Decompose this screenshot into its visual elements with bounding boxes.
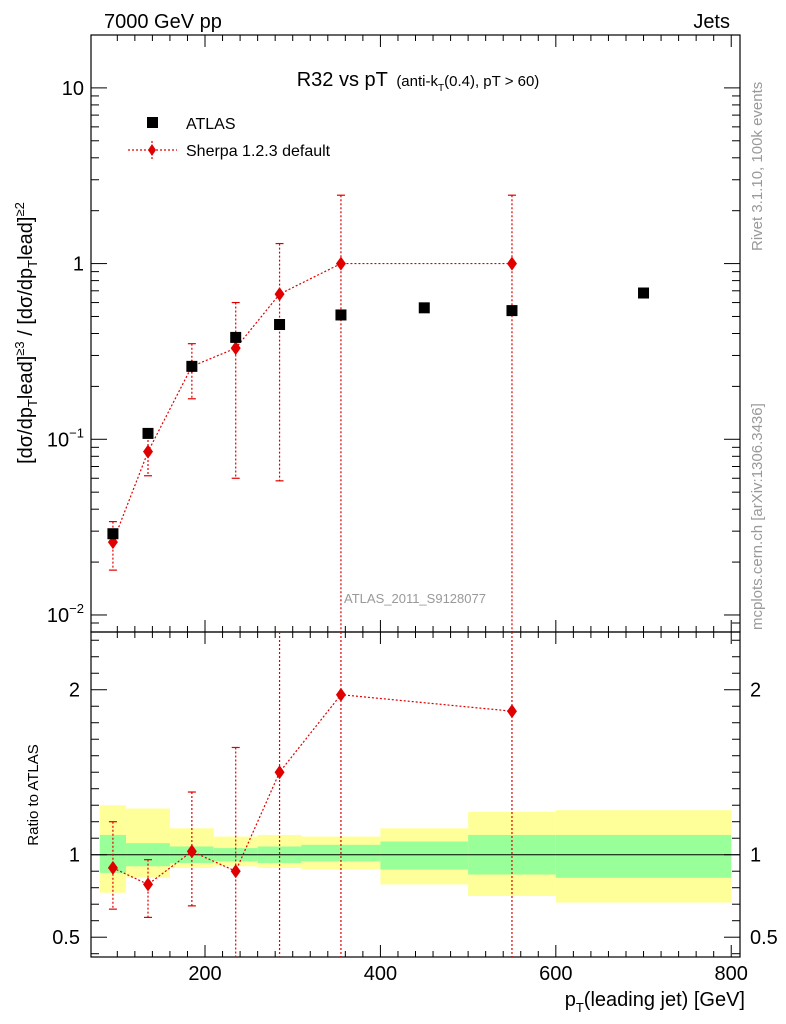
- mc-line: [112, 262, 512, 543]
- side-label-rivet: Rivet 3.1.10, 100k events: [749, 82, 766, 251]
- xlabel-tail: (leading jet) [GeV]: [584, 989, 745, 1011]
- chart-title: R32 vs pT (anti-kT(0.4), pT > 60): [297, 69, 540, 94]
- xlabel-main: p: [565, 989, 576, 1011]
- title-sub-tail: (0.4), pT > 60): [444, 73, 539, 90]
- legend-atlas-marker: [147, 117, 158, 128]
- mc-point: [230, 341, 241, 356]
- title-main: R32 vs pT: [297, 69, 388, 91]
- header-left: 7000 GeV pp: [104, 11, 222, 33]
- legend-atlas-label: ATLAS: [186, 116, 236, 133]
- ratio-panel: 0.5 0.5 1 1 2 2 200 400 600 800 Ratio to ATLAS p…: [25, 631, 778, 1015]
- atlas-point: [418, 302, 430, 314]
- mc-ratio-point: [274, 765, 285, 780]
- uncertainty-band-inner: [555, 834, 732, 878]
- legend-mc-label: Sherpa 1.2.3 default: [186, 143, 331, 160]
- y-tick-label: 1: [73, 254, 84, 276]
- ratio-y-tick-label: 1: [69, 845, 80, 867]
- side-label-mcplots: mcplots.cern.ch [arXiv:1306.3436]: [749, 403, 766, 630]
- title-sub: (anti-k: [396, 73, 438, 90]
- x-tick-label: 600: [539, 963, 572, 985]
- watermark: ATLAS_2011_S9128077: [344, 591, 486, 606]
- mc-ratio-point: [506, 704, 517, 719]
- header-right: Jets: [693, 11, 730, 33]
- mc-point: [274, 287, 285, 302]
- atlas-point: [506, 305, 518, 317]
- mc-ratio-point: [107, 860, 118, 875]
- ratio-y-tick-label-right: 1: [750, 845, 761, 867]
- y-tick-label: 10−2: [47, 601, 84, 627]
- mc-ratio-point: [143, 877, 154, 892]
- mc-ratio-point: [335, 687, 346, 702]
- ratio-y-tick-label: 2: [69, 680, 80, 702]
- atlas-point: [107, 528, 119, 540]
- xlabel-sub: T: [576, 1000, 584, 1015]
- title-sub-sub: T: [438, 83, 444, 94]
- mc-point: [143, 444, 154, 459]
- ratio-ylabel: Ratio to ATLAS: [25, 744, 42, 845]
- ratio-y-tick-label: 0.5: [52, 927, 80, 949]
- x-tick-label: 200: [188, 963, 221, 985]
- main-panel: 10−2 10−1 1 10 ATLAS_2011_S9128077 R32 vs p…: [12, 34, 741, 633]
- atlas-point: [638, 287, 650, 299]
- atlas-point: [142, 427, 154, 439]
- mc-ratio-point: [186, 844, 197, 859]
- uncertainty-band-outer: [126, 808, 170, 878]
- legend: ATLAS Sherpa 1.2.3 default: [128, 116, 331, 160]
- ratio-frame: [90, 631, 741, 958]
- mc-point: [335, 256, 346, 271]
- main-ylabel: [dσ/dpTlead]≥3 / [dσ/dpTlead]≥2: [12, 202, 40, 464]
- atlas-point: [186, 360, 198, 372]
- y-tick-label: 10: [62, 78, 84, 100]
- atlas-point: [335, 309, 347, 321]
- ratio-y-tick-label-right: 2: [750, 680, 761, 702]
- legend-mc-marker: [148, 144, 156, 156]
- uncertainty-band-inner: [380, 841, 469, 870]
- x-tick-label: 800: [715, 963, 748, 985]
- ratio-y-tick-label-right: 0.5: [750, 927, 778, 949]
- x-tick-label: 400: [364, 963, 397, 985]
- atlas-point: [230, 331, 242, 343]
- atlas-point: [274, 319, 286, 331]
- y-tick-label: 10−1: [47, 425, 84, 451]
- mc-point: [506, 256, 517, 271]
- xlabel: pT(leading jet) [GeV]: [565, 989, 745, 1015]
- mc-ratio-point: [230, 864, 241, 879]
